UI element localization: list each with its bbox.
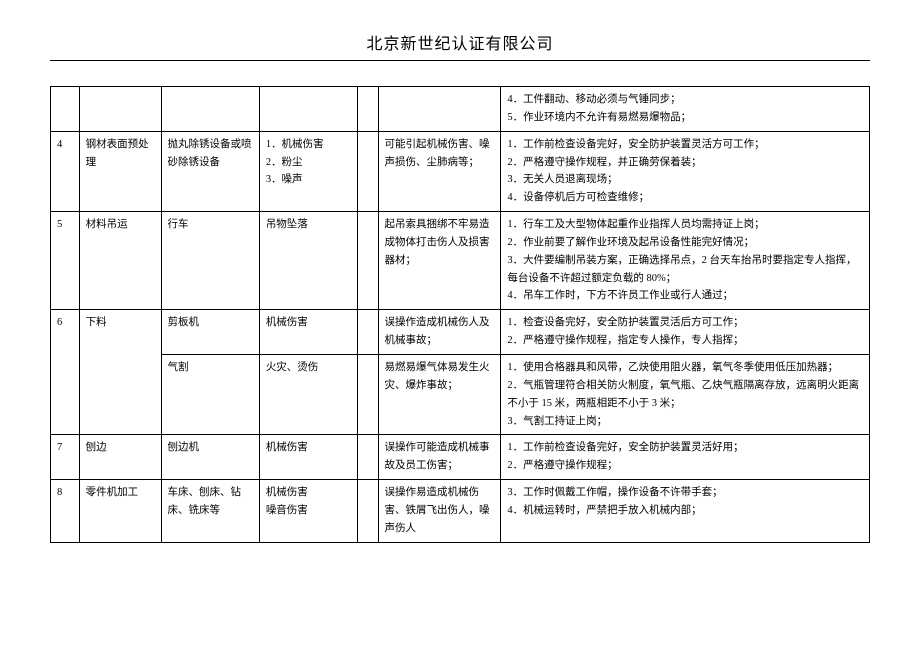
spacer-cell	[358, 354, 378, 434]
control-item: 2．严格遵守操作规程；	[507, 457, 863, 475]
row-index: 7	[51, 435, 80, 480]
control-item: 3．工作时佩戴工作帽，操作设备不许带手套；	[507, 484, 863, 502]
row-index: 6	[51, 310, 80, 435]
company-title: 北京新世纪认证有限公司	[50, 30, 870, 61]
table-row: 8零件机加工车床、刨床、钻床、铣床等机械伤害噪音伤害误操作易造成机械伤害、铁屑飞…	[51, 480, 870, 543]
process-cell: 钢材表面预处理	[79, 131, 161, 211]
control-item: 3．无关人员退离现场；	[507, 171, 863, 189]
control-item: 2．严格遵守操作规程，指定专人操作，专人指挥；	[507, 332, 863, 350]
risk-cell: 误操作造成机械伤人及机械事故；	[378, 310, 501, 355]
control-item: 5．作业环境内不允许有易燃易爆物品；	[507, 109, 863, 127]
equipment-cell: 气割	[161, 354, 259, 434]
equipment-cell	[161, 87, 259, 132]
hazard-cell: 机械伤害噪音伤害	[259, 480, 357, 543]
equipment-cell: 行车	[161, 212, 259, 310]
hazard-cell: 火灾、烫伤	[259, 354, 357, 434]
control-item: 3．气割工持证上岗；	[507, 413, 863, 431]
row-index: 5	[51, 212, 80, 310]
controls-cell: 1．工作前检查设备完好，安全防护装置灵活方可工作；2．严格遵守操作规程，并正确劳…	[501, 131, 870, 211]
equipment-cell: 刨边机	[161, 435, 259, 480]
spacer-cell	[358, 87, 378, 132]
controls-cell: 1．使用合格器具和风带，乙炔使用阻火器，氧气冬季使用低压加热器；2．气瓶管理符合…	[501, 354, 870, 434]
control-item: 4．机械运转时，严禁把手放入机械内部；	[507, 502, 863, 520]
hazard-cell	[259, 87, 357, 132]
control-item: 1．使用合格器具和风带，乙炔使用阻火器，氧气冬季使用低压加热器；	[507, 359, 863, 377]
control-item: 1．检查设备完好，安全防护装置灵活后方可工作；	[507, 314, 863, 332]
table-row: 4钢材表面预处理抛丸除锈设备或喷砂除锈设备1．机械伤害2．粉尘3．噪声可能引起机…	[51, 131, 870, 211]
table-row: 4．工件翻动、移动必须与气锤同步；5．作业环境内不允许有易燃易爆物品；	[51, 87, 870, 132]
control-item: 4．工件翻动、移动必须与气锤同步；	[507, 91, 863, 109]
spacer-cell	[358, 435, 378, 480]
process-cell: 下料	[79, 310, 161, 435]
spacer-cell	[358, 212, 378, 310]
control-item: 1．行车工及大型物体起重作业指挥人员均需持证上岗；	[507, 216, 863, 234]
hazard-cell: 机械伤害	[259, 310, 357, 355]
risk-cell: 起吊索具捆绑不牢易造成物体打击伤人及损害器材；	[378, 212, 501, 310]
controls-cell: 1．行车工及大型物体起重作业指挥人员均需持证上岗；2．作业前要了解作业环境及起吊…	[501, 212, 870, 310]
hazard-cell: 吊物坠落	[259, 212, 357, 310]
risk-cell: 误操作可能造成机械事故及员工伤害；	[378, 435, 501, 480]
risk-cell: 误操作易造成机械伤害、铁屑飞出伤人，噪声伤人	[378, 480, 501, 543]
table-row: 7刨边刨边机机械伤害误操作可能造成机械事故及员工伤害；1．工作前检查设备完好，安…	[51, 435, 870, 480]
table-row: 气割火灾、烫伤易燃易爆气体易发生火灾、爆炸事故；1．使用合格器具和风带，乙炔使用…	[51, 354, 870, 434]
risk-cell	[378, 87, 501, 132]
controls-cell: 4．工件翻动、移动必须与气锤同步；5．作业环境内不允许有易燃易爆物品；	[501, 87, 870, 132]
controls-cell: 1．检查设备完好，安全防护装置灵活后方可工作；2．严格遵守操作规程，指定专人操作…	[501, 310, 870, 355]
process-cell: 材料吊运	[79, 212, 161, 310]
row-index: 8	[51, 480, 80, 543]
risk-cell: 易燃易爆气体易发生火灾、爆炸事故；	[378, 354, 501, 434]
control-item: 4．设备停机后方可检查维修；	[507, 189, 863, 207]
control-item: 1．工作前检查设备完好，安全防护装置灵活好用；	[507, 439, 863, 457]
spacer-cell	[358, 310, 378, 355]
table-row: 6下料剪板机机械伤害误操作造成机械伤人及机械事故；1．检查设备完好，安全防护装置…	[51, 310, 870, 355]
row-index	[51, 87, 80, 132]
controls-cell: 3．工作时佩戴工作帽，操作设备不许带手套；4．机械运转时，严禁把手放入机械内部；	[501, 480, 870, 543]
process-cell: 零件机加工	[79, 480, 161, 543]
hazard-cell: 机械伤害	[259, 435, 357, 480]
process-cell: 刨边	[79, 435, 161, 480]
process-cell	[79, 87, 161, 132]
risk-cell: 可能引起机械伤害、噪声损伤、尘肺病等；	[378, 131, 501, 211]
equipment-cell: 抛丸除锈设备或喷砂除锈设备	[161, 131, 259, 211]
control-item: 4．吊车工作时，下方不许员工作业或行人通过；	[507, 287, 863, 305]
row-index: 4	[51, 131, 80, 211]
control-item: 3．大件要编制吊装方案，正确选择吊点，2 台天车抬吊时要指定专人指挥，每台设备不…	[507, 252, 863, 288]
spacer-cell	[358, 131, 378, 211]
hazard-cell: 1．机械伤害2．粉尘3．噪声	[259, 131, 357, 211]
control-item: 2．气瓶管理符合相关防火制度，氧气瓶、乙炔气瓶隔离存放，远离明火距离不小于 15…	[507, 377, 863, 413]
spacer-cell	[358, 480, 378, 543]
hazard-table: 4．工件翻动、移动必须与气锤同步；5．作业环境内不允许有易燃易爆物品；4钢材表面…	[50, 86, 870, 543]
controls-cell: 1．工作前检查设备完好，安全防护装置灵活好用；2．严格遵守操作规程；	[501, 435, 870, 480]
control-item: 1．工作前检查设备完好，安全防护装置灵活方可工作；	[507, 136, 863, 154]
control-item: 2．严格遵守操作规程，并正确劳保着装；	[507, 154, 863, 172]
equipment-cell: 剪板机	[161, 310, 259, 355]
control-item: 2．作业前要了解作业环境及起吊设备性能完好情况；	[507, 234, 863, 252]
equipment-cell: 车床、刨床、钻床、铣床等	[161, 480, 259, 543]
table-row: 5材料吊运行车吊物坠落起吊索具捆绑不牢易造成物体打击伤人及损害器材；1．行车工及…	[51, 212, 870, 310]
